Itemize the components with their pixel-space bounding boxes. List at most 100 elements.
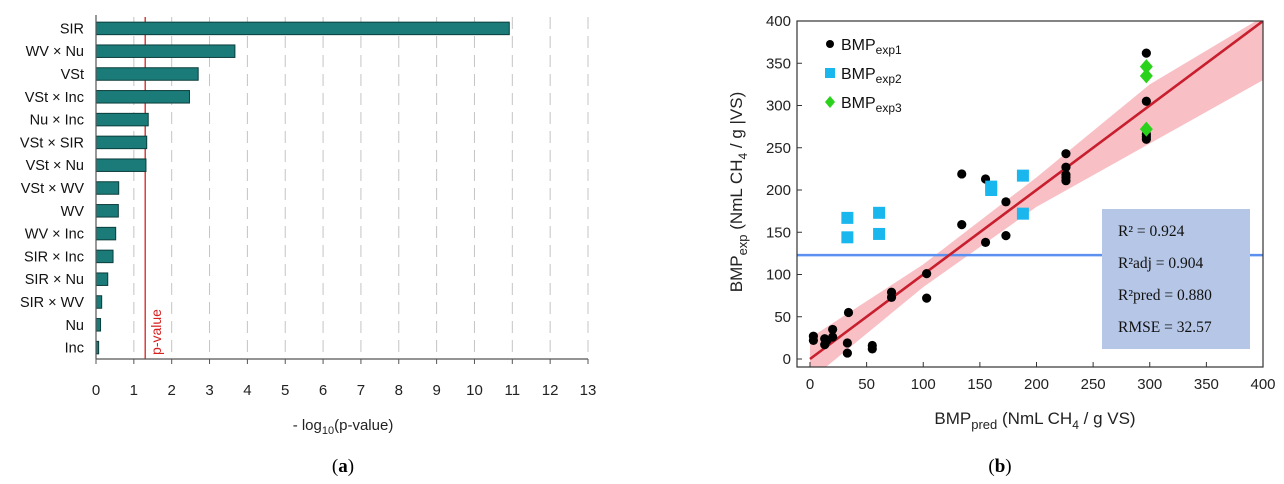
- scatter-x-tick-label-300: 300: [1137, 376, 1162, 393]
- point-exp2-1: [841, 231, 854, 244]
- point-exp1-7: [842, 338, 852, 348]
- x-tick-label-5: 5: [281, 382, 289, 399]
- x-axis-label-suffix: (p-value): [334, 417, 393, 434]
- bar-5: [95, 135, 148, 150]
- category-label-5: VSt × SIR: [20, 135, 84, 151]
- bar-0: [95, 21, 510, 36]
- x-tick-label-10: 10: [466, 382, 483, 399]
- x-label-rest-a: (NmL CH: [997, 409, 1072, 428]
- category-label-12: SIR × WV: [20, 295, 84, 311]
- scatter-x-tick-label-150: 150: [967, 376, 992, 393]
- category-label-0: SIR: [60, 21, 84, 37]
- point-exp1-16: [957, 169, 967, 179]
- point-exp2-3: [873, 227, 886, 240]
- bar-9: [95, 226, 117, 241]
- scatter-y-tick-label-0: 0: [783, 351, 791, 368]
- x-label-rest-b: / g VS): [1079, 409, 1136, 428]
- scatter-x-axis-label: BMPpred (NmL CH4 / g VS): [934, 409, 1135, 432]
- panel-b-caption: (b): [988, 456, 1011, 477]
- p-value-threshold-label: p-value: [148, 309, 164, 355]
- bar-chart-category-labels: SIR WV × Nu VSt VSt × Inc Nu × Inc VSt × SIR V…: [20, 21, 84, 356]
- scatter-frame: [796, 20, 1264, 368]
- scatter-x-tick-label-50: 50: [858, 376, 875, 393]
- x-tick-label-0: 0: [92, 382, 100, 399]
- bar-3: [95, 90, 190, 104]
- legend-marker-exp2: [825, 68, 835, 78]
- scatter-y-axis-label: BMPexp (NmL CH4 / g |VS): [727, 92, 750, 293]
- y-label-rest-b: / g |VS): [727, 92, 746, 153]
- category-label-10: SIR × Inc: [24, 249, 84, 265]
- category-label-6: VSt × Nu: [26, 158, 84, 174]
- point-exp1-6: [828, 324, 838, 335]
- scatter-x-tick-label-200: 200: [1024, 376, 1049, 393]
- category-label-11: SIR × Nu: [25, 272, 84, 288]
- category-label-7: VSt × WV: [21, 181, 85, 197]
- legend-label-exp3: BMPexp3: [841, 95, 902, 115]
- x-tick-label-11: 11: [505, 382, 521, 399]
- x-label-sub: pred: [971, 417, 997, 432]
- scatter-x-tick-labels: 0 50 100 150 200 250 300 350 400: [806, 376, 1276, 393]
- bar-chart-axes: [95, 15, 589, 364]
- point-exp1-9: [843, 307, 854, 318]
- point-exp1-14: [922, 269, 932, 279]
- caption-a-close: ): [348, 456, 354, 477]
- bar-chart-bars: [95, 21, 510, 355]
- legend-marker-exp3: [825, 96, 835, 108]
- point-exp1-27: [1141, 48, 1151, 58]
- category-label-2: VSt: [61, 67, 84, 83]
- scatter-y-tick-label-350: 350: [766, 55, 791, 72]
- point-exp2-2: [873, 206, 886, 219]
- category-label-3: VSt × Inc: [25, 90, 84, 106]
- bar-13: [95, 318, 102, 332]
- point-exp1-8: [842, 348, 852, 358]
- point-exp1-31: [1141, 134, 1151, 144]
- y-label-sub2: 4: [736, 153, 750, 160]
- scatter-y-tick-label-200: 200: [766, 182, 791, 199]
- scatter-y-tick-label-100: 100: [766, 267, 791, 284]
- scatter-y-tick-labels: 0 50 100 150 200 250 300 350 400: [766, 13, 791, 368]
- scatter-y-tick-label-150: 150: [766, 224, 791, 241]
- bar-chart-panel-a: p-value SIR WV × Nu VSt VSt × Inc Nu × Inc VS…: [20, 15, 596, 477]
- legend-label-exp2: BMPexp2: [841, 66, 902, 86]
- point-exp3-2: [1139, 121, 1153, 137]
- y-label-sub: exp: [735, 234, 750, 255]
- bar-12: [95, 295, 103, 309]
- bar-chart-x-tick-labels: 0 1 2 3 4 5 6 7 8 9 10 11 12 13: [92, 382, 597, 399]
- category-label-1: WV × Nu: [26, 44, 84, 60]
- scatter-x-tick-label-400: 400: [1250, 376, 1275, 393]
- stats-line-1: R²adj = 0.904: [1118, 255, 1204, 272]
- scatter-plot-area: [797, 21, 1263, 367]
- stats-text: R² = 0.924 R²adj = 0.904 R²pred = 0.880 RMS…: [1118, 223, 1212, 336]
- point-exp1-17: [957, 220, 967, 230]
- scatter-x-tick-label-0: 0: [806, 376, 814, 393]
- legend-marker-exp1: [826, 40, 834, 48]
- x-tick-label-9: 9: [432, 382, 440, 399]
- bar-chart-grid: [133, 17, 589, 359]
- point-exp2-7: [1016, 207, 1029, 220]
- x-tick-label-4: 4: [243, 382, 251, 399]
- point-exp2-5: [985, 184, 998, 196]
- bar-4: [95, 112, 149, 127]
- point-exp2-0: [841, 211, 854, 224]
- x-tick-label-2: 2: [168, 382, 176, 399]
- stats-line-2: R²pred = 0.880: [1118, 287, 1212, 304]
- scatter-x-tick-label-250: 250: [1081, 376, 1106, 393]
- x-tick-label-1: 1: [130, 382, 138, 399]
- scatter-points: [808, 48, 1153, 358]
- point-exp1-21: [1001, 231, 1011, 241]
- caption-b-close: ): [1005, 456, 1011, 477]
- x-tick-label-8: 8: [395, 382, 403, 399]
- x-axis-label-subscript: 10: [322, 425, 334, 437]
- bar-6: [95, 158, 147, 172]
- category-label-14: Inc: [65, 341, 84, 357]
- stats-box: [1102, 209, 1250, 349]
- point-exp2-6: [1016, 169, 1029, 182]
- scatter-x-tick-label-350: 350: [1194, 376, 1219, 393]
- x-tick-label-13: 13: [580, 382, 597, 399]
- bar-1: [95, 44, 236, 58]
- regression-fit-line: [809, 21, 1263, 361]
- point-exp3-0: [1139, 59, 1153, 75]
- point-exp1-19: [980, 237, 991, 247]
- panel-a-caption: (a): [332, 456, 354, 477]
- scatter-y-tick-label-250: 250: [766, 140, 791, 157]
